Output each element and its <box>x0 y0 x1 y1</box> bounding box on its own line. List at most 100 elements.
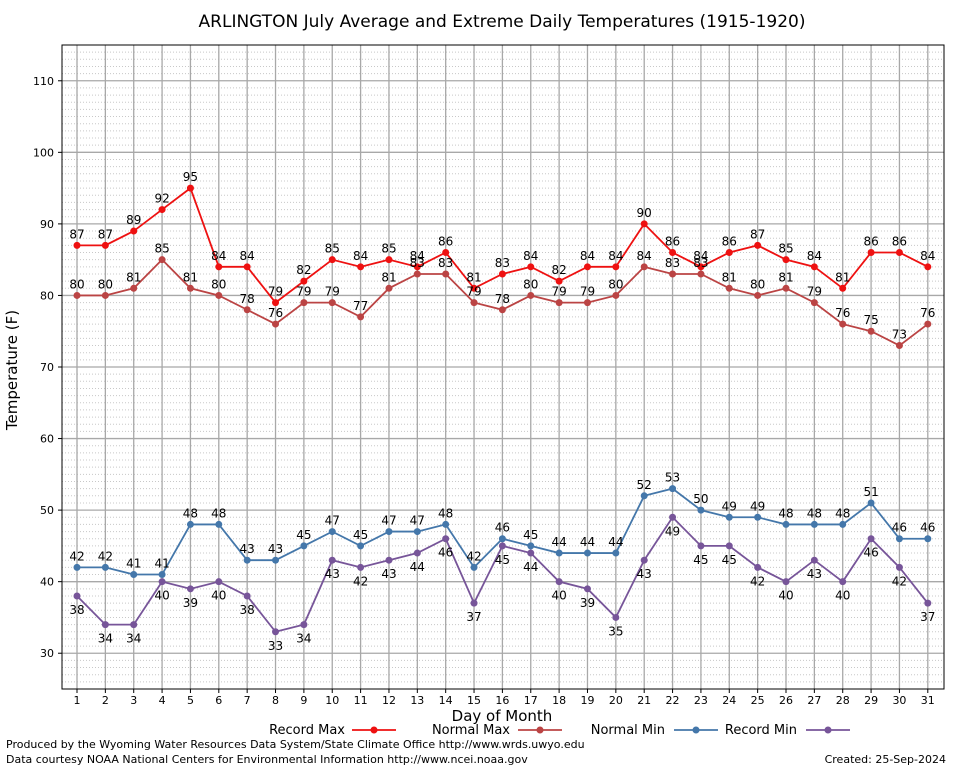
data-label: 79 <box>325 285 340 299</box>
data-point <box>867 499 875 507</box>
data-label: 49 <box>750 499 765 513</box>
data-point <box>725 249 733 257</box>
data-label: 76 <box>835 306 850 320</box>
data-label: 37 <box>920 610 935 624</box>
data-label: 45 <box>523 528 538 542</box>
x-tick-label: 15 <box>467 694 481 707</box>
data-point <box>782 284 790 292</box>
data-label: 80 <box>608 277 623 291</box>
x-tick-label: 11 <box>354 694 368 707</box>
data-point <box>357 263 365 271</box>
data-point <box>924 320 932 328</box>
data-point <box>413 270 421 278</box>
data-point <box>470 599 478 607</box>
data-point <box>186 520 194 528</box>
data-point <box>612 263 620 271</box>
data-label: 84 <box>637 249 652 263</box>
y-axis-label: Temperature (F) <box>3 310 21 431</box>
data-label: 85 <box>325 242 340 256</box>
series-normal-min: 42 42 41 41 48 48 43 43 45 47 45 47 47 48 42 46 45 44 44 44… <box>69 471 935 579</box>
data-point <box>754 513 762 521</box>
data-point <box>697 506 705 514</box>
data-label: 48 <box>211 506 226 520</box>
data-label: 48 <box>438 506 453 520</box>
data-point <box>924 599 932 607</box>
data-point <box>300 542 308 550</box>
data-label: 39 <box>183 596 198 610</box>
data-point <box>924 535 932 543</box>
data-label: 84 <box>608 249 623 263</box>
x-tick-label: 16 <box>495 694 509 707</box>
data-point <box>669 249 677 257</box>
data-point <box>839 520 847 528</box>
data-label: 51 <box>863 485 878 499</box>
x-tick-label: 13 <box>410 694 424 707</box>
chart-title: ARLINGTON July Average and Extreme Daily… <box>199 12 806 32</box>
data-point <box>498 542 506 550</box>
legend-item: Record Min <box>725 723 850 738</box>
data-point <box>215 578 223 586</box>
data-label: 89 <box>126 213 141 227</box>
data-label: 44 <box>580 535 595 549</box>
data-point <box>357 563 365 571</box>
data-point <box>754 563 762 571</box>
data-point <box>839 284 847 292</box>
data-point <box>328 299 336 307</box>
data-point <box>867 327 875 335</box>
data-label: 38 <box>69 603 84 617</box>
data-label: 42 <box>750 574 765 588</box>
data-point <box>867 535 875 543</box>
data-point <box>867 249 875 257</box>
data-point <box>669 270 677 278</box>
data-label: 47 <box>410 514 425 528</box>
data-label: 42 <box>892 574 907 588</box>
y-tick-label: 30 <box>40 647 54 660</box>
data-label: 43 <box>325 567 340 581</box>
data-label: 48 <box>835 506 850 520</box>
data-point <box>527 291 535 299</box>
legend-item: Normal Max <box>432 723 562 738</box>
data-label: 34 <box>296 632 311 646</box>
data-point <box>697 270 705 278</box>
data-point <box>101 563 109 571</box>
data-point <box>527 542 535 550</box>
data-label: 85 <box>778 242 793 256</box>
data-point <box>272 299 280 307</box>
data-point <box>272 556 280 564</box>
data-label: 39 <box>580 596 595 610</box>
data-point <box>895 342 903 350</box>
data-label: 43 <box>637 567 652 581</box>
data-label: 40 <box>835 589 850 603</box>
data-label: 43 <box>268 542 283 556</box>
data-point <box>158 571 166 579</box>
data-point <box>215 263 223 271</box>
data-label: 53 <box>665 471 680 485</box>
data-label: 83 <box>495 256 510 270</box>
data-point <box>782 520 790 528</box>
data-label: 46 <box>863 546 878 560</box>
x-tick-label: 19 <box>580 694 594 707</box>
data-point <box>215 520 223 528</box>
data-label: 80 <box>69 277 84 291</box>
data-point <box>754 241 762 249</box>
x-tick-label: 8 <box>272 694 279 707</box>
legend-swatch-marker <box>692 726 700 734</box>
data-label: 84 <box>240 249 255 263</box>
x-tick-label: 14 <box>439 694 453 707</box>
x-tick-label: 20 <box>609 694 623 707</box>
legend-label: Normal Max <box>432 723 510 738</box>
x-tick-label: 25 <box>751 694 765 707</box>
data-label: 43 <box>807 567 822 581</box>
data-point <box>385 284 393 292</box>
data-point <box>442 249 450 257</box>
data-point <box>243 556 251 564</box>
data-label: 90 <box>637 206 652 220</box>
x-tick-label: 1 <box>74 694 81 707</box>
data-label: 73 <box>892 328 907 342</box>
y-tick-label: 40 <box>40 576 54 589</box>
data-label: 87 <box>98 227 113 241</box>
y-tick-label: 70 <box>40 361 54 374</box>
data-point <box>442 270 450 278</box>
data-point <box>130 571 138 579</box>
data-label: 43 <box>240 542 255 556</box>
